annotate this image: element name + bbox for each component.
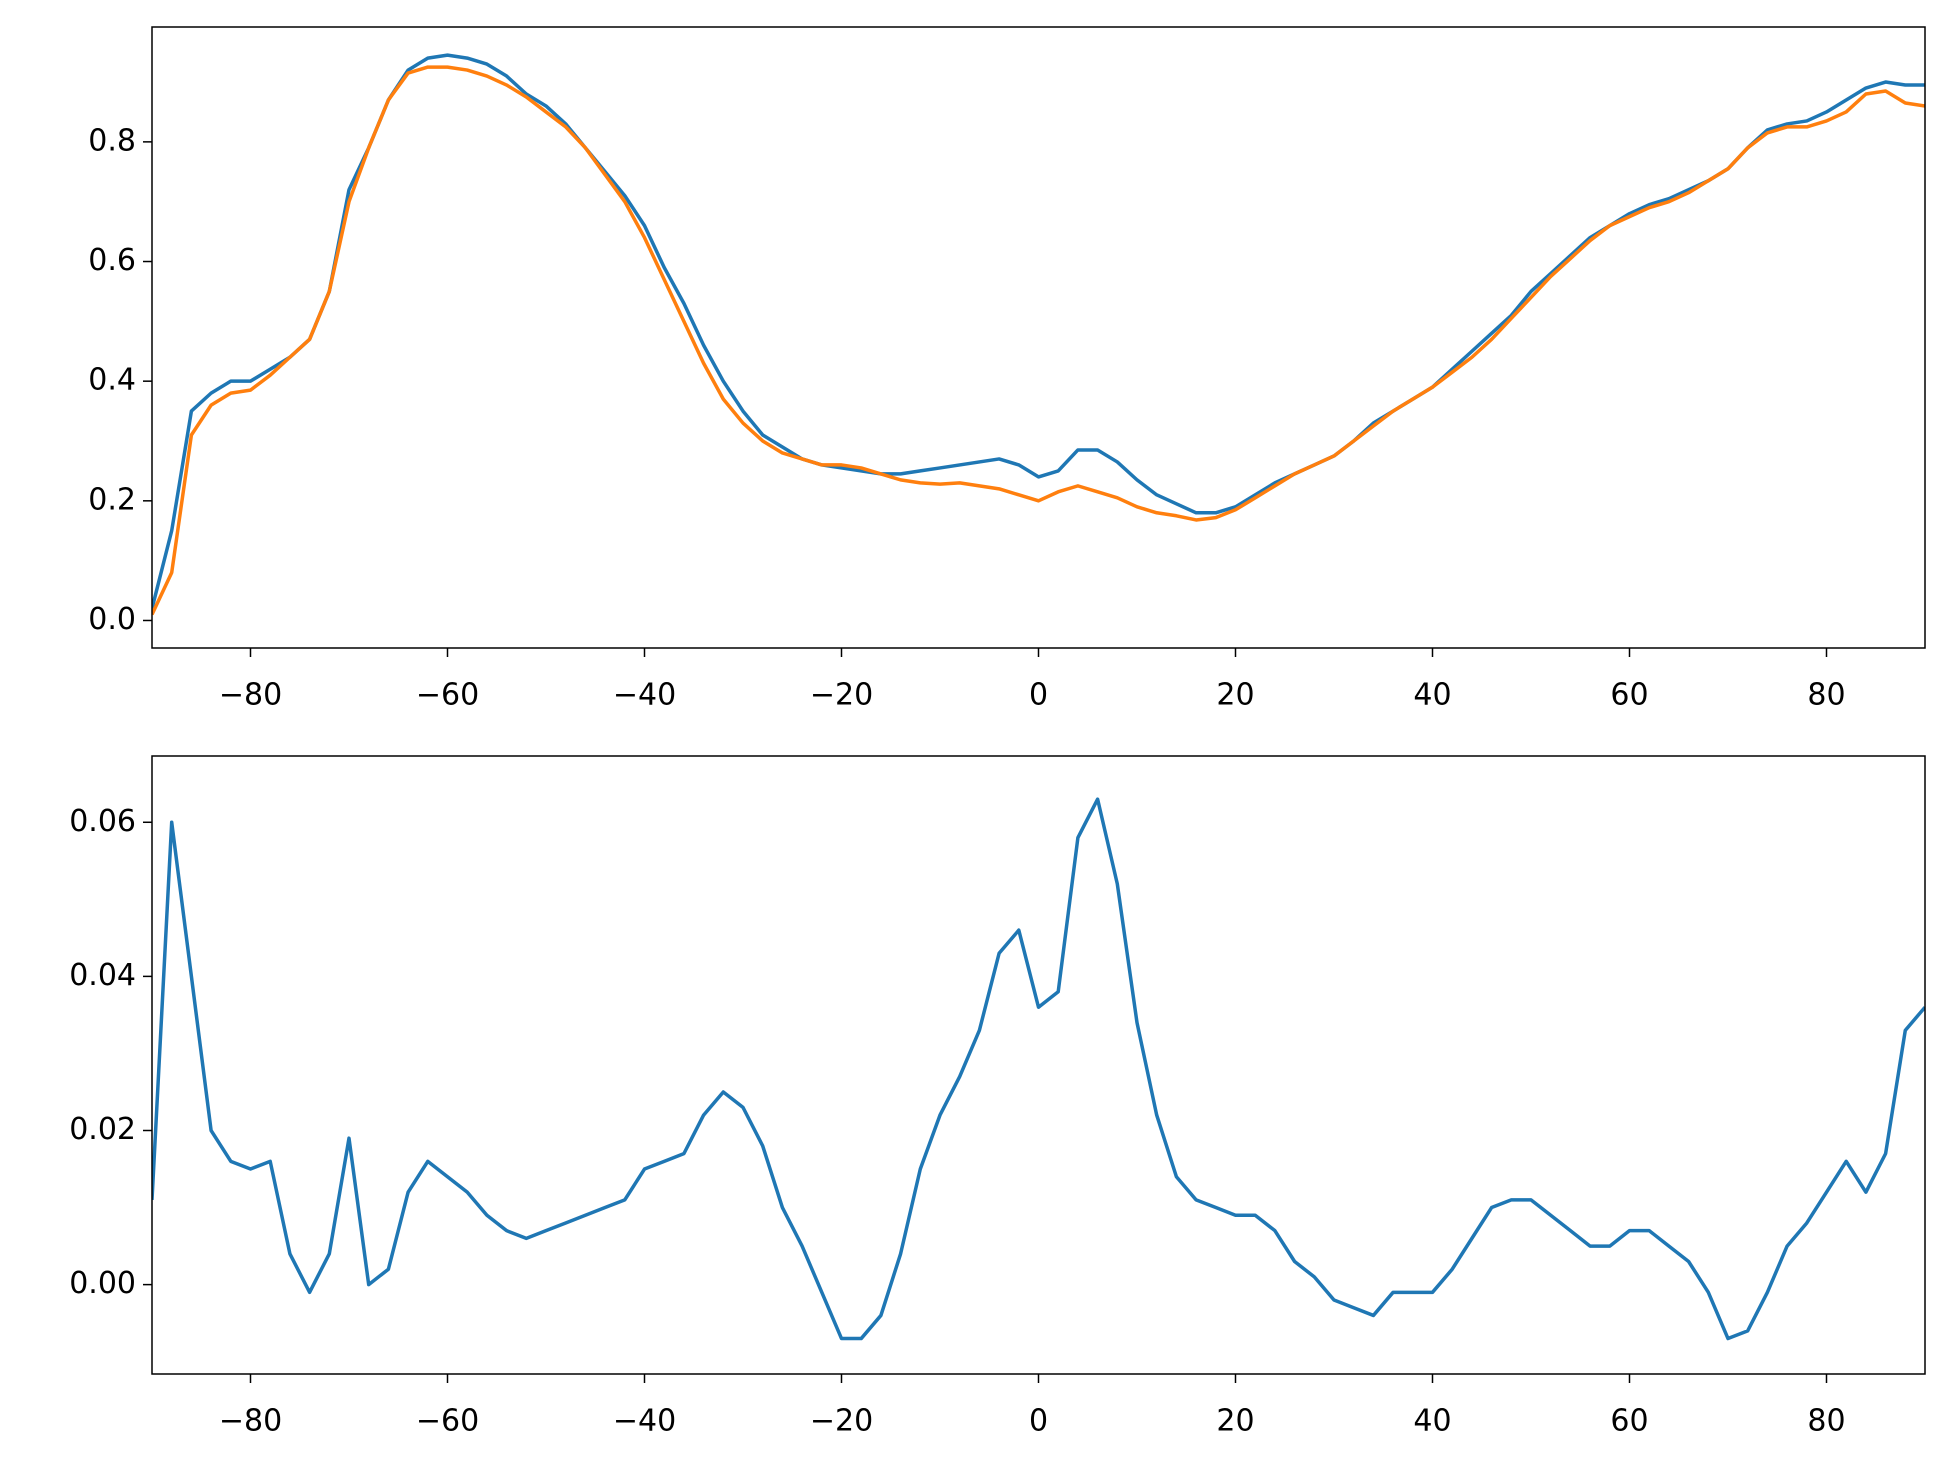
y-tick-label: 0.6 <box>88 243 136 278</box>
y-tick-label: 0.02 <box>69 1112 136 1147</box>
x-tick-label: 20 <box>1216 1404 1254 1439</box>
x-tick-label: 60 <box>1610 678 1648 713</box>
y-tick-label: 0.4 <box>88 363 136 398</box>
x-tick-label: 60 <box>1610 1404 1648 1439</box>
x-tick-label: −40 <box>613 678 676 713</box>
x-tick-label: 0 <box>1029 678 1048 713</box>
x-tick-label: 40 <box>1413 1404 1451 1439</box>
x-tick-label: −20 <box>810 1404 873 1439</box>
x-tick-label: 0 <box>1029 1404 1048 1439</box>
y-tick-label: 0.04 <box>69 958 136 993</box>
axes-frame <box>151 26 1926 649</box>
x-tick-label: 20 <box>1216 678 1254 713</box>
x-tick-label: −60 <box>416 678 479 713</box>
data-line <box>152 53 1925 609</box>
y-tick-label: 0.00 <box>69 1266 136 1301</box>
x-tick-label: −80 <box>219 678 282 713</box>
y-tick-label: 0.8 <box>88 123 136 158</box>
axes-frame <box>151 755 1926 1375</box>
x-tick-label: −60 <box>416 1404 479 1439</box>
y-tick-label: 0.06 <box>69 804 136 839</box>
x-tick-label: −80 <box>219 1404 282 1439</box>
x-tick-label: −40 <box>613 1404 676 1439</box>
data-line <box>152 797 1925 1341</box>
y-tick-label: 0.2 <box>88 482 136 517</box>
y-tick-label: 0.0 <box>88 602 136 637</box>
data-line <box>152 65 1925 616</box>
x-tick-label: 80 <box>1807 1404 1845 1439</box>
x-tick-label: 80 <box>1807 678 1845 713</box>
x-tick-label: 40 <box>1413 678 1451 713</box>
x-tick-label: −20 <box>810 678 873 713</box>
